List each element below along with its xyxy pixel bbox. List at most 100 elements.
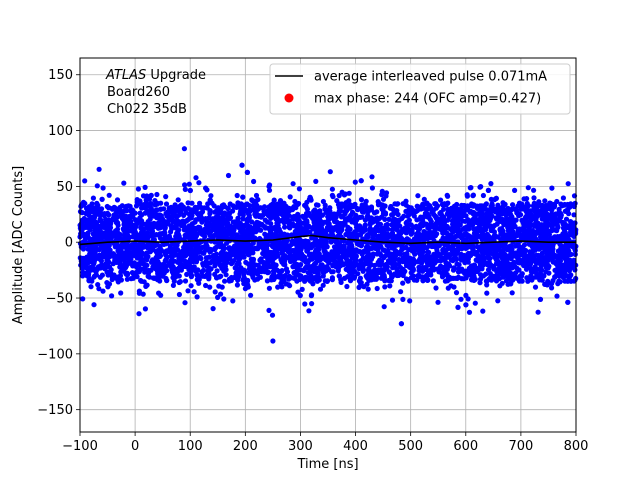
scatter-point — [84, 266, 90, 272]
scatter-point — [491, 252, 497, 258]
scatter-point — [146, 267, 152, 274]
scatter-point — [447, 263, 453, 269]
scatter-point — [389, 212, 395, 218]
scatter-point — [509, 290, 515, 296]
scatter-point — [212, 289, 218, 295]
scatter-point — [539, 213, 546, 219]
scatter-point — [535, 309, 541, 315]
scatter-point — [455, 229, 461, 236]
scatter-point — [425, 268, 431, 275]
scatter-point — [374, 285, 380, 292]
scatter-point — [201, 205, 207, 211]
scatter-point — [123, 205, 129, 211]
scatter-point — [309, 235, 315, 241]
scatter-point — [253, 192, 260, 199]
scatter-point — [170, 275, 176, 281]
scatter-point — [321, 270, 327, 276]
scatter-point — [531, 200, 537, 206]
scatter-point — [550, 255, 556, 261]
scatter-point — [507, 275, 513, 281]
scatter-point — [176, 291, 182, 298]
scatter-point — [182, 262, 189, 268]
scatter-point — [454, 206, 460, 212]
scatter-point — [535, 252, 541, 258]
scatter-point — [444, 211, 450, 217]
scatter-point — [312, 249, 318, 255]
scatter-point — [563, 216, 570, 222]
scatter-point — [441, 201, 448, 207]
scatter-point — [558, 201, 564, 207]
scatter-point — [94, 183, 100, 189]
scatter-point — [398, 289, 404, 295]
scatter-point — [148, 201, 154, 207]
scatter-point — [272, 262, 278, 268]
scatter-point — [152, 202, 158, 208]
scatter-point — [324, 266, 330, 272]
scatter-point — [245, 227, 251, 233]
scatter-point — [527, 249, 533, 255]
scatter-point — [158, 247, 164, 253]
scatter-point — [210, 306, 216, 312]
scatter-point — [142, 184, 148, 190]
scatter-point — [131, 223, 137, 229]
scatter-point — [105, 271, 111, 277]
scatter-point — [182, 241, 189, 247]
scatter-point — [169, 269, 175, 275]
scatter-point — [479, 232, 485, 238]
scatter-point — [115, 277, 121, 283]
scatter-point — [478, 272, 484, 278]
scatter-point — [147, 249, 153, 255]
scatter-point — [356, 225, 363, 231]
scatter-point — [531, 195, 537, 201]
scatter-point — [124, 255, 130, 261]
scatter-point — [191, 289, 197, 295]
scatter-point — [382, 210, 389, 216]
scatter-point — [231, 226, 237, 232]
scatter-point — [135, 186, 141, 192]
scatter-point — [356, 284, 362, 290]
scatter-point — [485, 187, 491, 193]
scatter-point — [279, 284, 285, 290]
scatter-point — [198, 256, 204, 262]
scatter-point — [101, 254, 107, 260]
scatter-point — [90, 195, 96, 201]
scatter-point — [465, 296, 471, 302]
scatter-point — [498, 243, 504, 249]
scatter-point — [556, 278, 562, 284]
scatter-point — [380, 225, 386, 231]
scatter-point — [118, 290, 124, 296]
scatter-point — [141, 266, 147, 272]
scatter-point — [324, 278, 331, 284]
scatter-point — [114, 197, 121, 203]
scatter-point — [383, 193, 389, 199]
scatter-point — [410, 265, 416, 271]
scatter-point — [262, 225, 268, 231]
scatter-point — [350, 219, 356, 225]
scatter-point — [326, 256, 332, 262]
scatter-point — [277, 204, 283, 210]
scatter-point — [358, 243, 364, 249]
scatter-point — [99, 196, 105, 202]
scatter-point — [353, 212, 359, 218]
scatter-point — [330, 262, 336, 268]
scatter-point — [468, 209, 474, 215]
scatter-point — [443, 254, 450, 261]
scatter-point — [551, 201, 558, 207]
scatter-point — [525, 214, 531, 220]
scatter-point — [400, 280, 406, 286]
scatter-point — [343, 231, 349, 238]
scatter-point — [411, 277, 417, 283]
scatter-point — [124, 276, 130, 282]
scatter-point — [505, 216, 512, 223]
scatter-point — [519, 203, 525, 209]
scatter-point — [205, 226, 211, 232]
scatter-point — [358, 197, 365, 203]
scatter-point — [158, 200, 164, 206]
scatter-point — [154, 277, 161, 283]
scatter-point — [338, 204, 344, 210]
scatter-point — [238, 227, 244, 234]
scatter-point — [248, 256, 254, 262]
scatter-point — [329, 192, 335, 198]
scatter-point — [142, 205, 148, 211]
scatter-point — [94, 200, 100, 206]
